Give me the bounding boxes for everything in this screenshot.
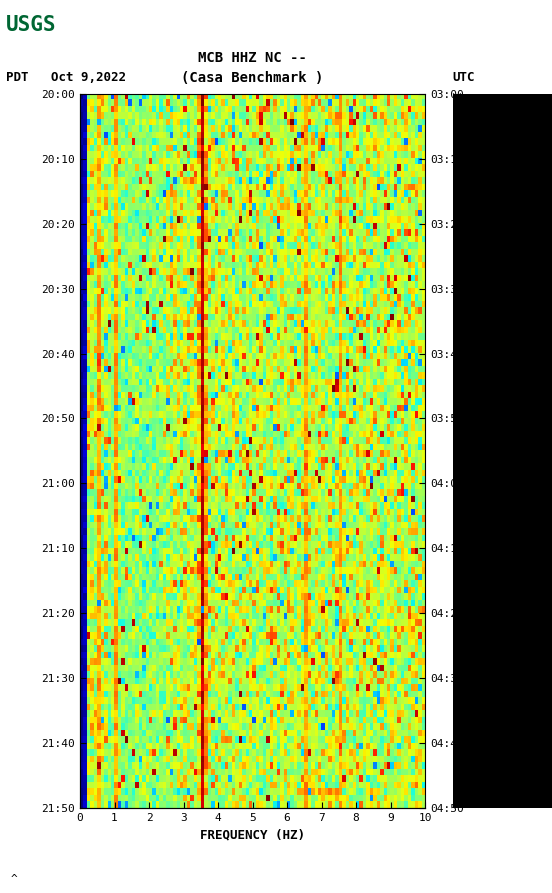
X-axis label: FREQUENCY (HZ): FREQUENCY (HZ): [200, 829, 305, 841]
Text: (Casa Benchmark ): (Casa Benchmark ): [182, 71, 323, 85]
Text: MCB HHZ NC --: MCB HHZ NC --: [198, 51, 307, 65]
Text: USGS: USGS: [6, 15, 56, 35]
Text: ^: ^: [11, 874, 18, 884]
Text: UTC: UTC: [453, 71, 475, 84]
Text: PDT   Oct 9,2022: PDT Oct 9,2022: [6, 71, 125, 84]
